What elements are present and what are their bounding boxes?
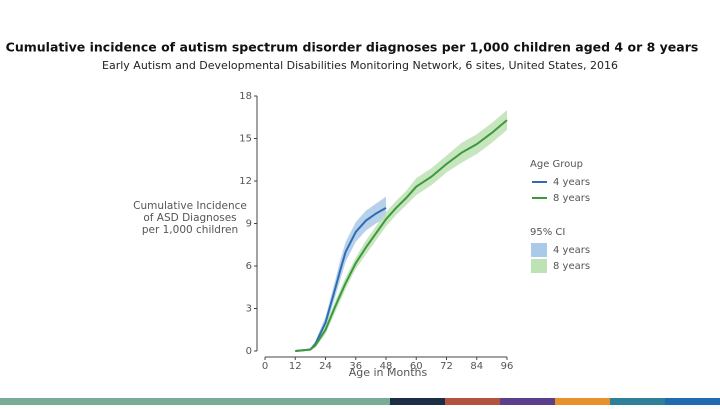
y-tick-label: 6 — [246, 261, 252, 272]
x-tick-label: 72 — [440, 361, 453, 372]
y-axis-label: Cumulative Incidence — [133, 200, 247, 212]
x-tick-label: 24 — [319, 361, 332, 372]
ci-legend-title: 95% CI — [530, 227, 565, 238]
y-axis-label: per 1,000 children — [142, 224, 238, 236]
ci-legend-swatch — [531, 243, 547, 257]
y-tick-label: 9 — [246, 219, 252, 230]
y-tick-label: 12 — [239, 176, 252, 187]
ci-band — [295, 196, 386, 351]
series-line — [295, 119, 508, 352]
x-tick-label: 36 — [349, 361, 362, 372]
ci-legend-label: 8 years — [553, 261, 590, 272]
series-line — [295, 207, 387, 352]
chart-title: Cumulative incidence of autism spectrum … — [6, 40, 699, 55]
x-tick-label: 60 — [410, 361, 423, 372]
y-tick-label: 18 — [239, 91, 252, 102]
y-axis-label: of ASD Diagnoses — [143, 212, 236, 224]
y-tick-label: 0 — [246, 346, 252, 357]
x-tick-label: 96 — [501, 361, 514, 372]
x-tick-label: 0 — [262, 361, 268, 372]
chart-subtitle: Early Autism and Developmental Disabilit… — [102, 59, 618, 72]
x-tick-label: 12 — [289, 361, 302, 372]
ci-band — [295, 110, 507, 352]
y-tick-label: 3 — [246, 304, 252, 315]
x-tick-label: 84 — [470, 361, 483, 372]
x-tick-label: 48 — [380, 361, 393, 372]
y-tick-label: 15 — [239, 134, 252, 145]
ci-legend-label: 4 years — [553, 245, 590, 256]
legend-label: 4 years — [553, 177, 590, 188]
legend-label: 8 years — [553, 193, 590, 204]
footer-strip — [0, 398, 720, 405]
legend-title: Age Group — [530, 159, 583, 170]
x-axis-label: Age in Months — [349, 366, 428, 379]
ci-legend-swatch — [531, 259, 547, 273]
